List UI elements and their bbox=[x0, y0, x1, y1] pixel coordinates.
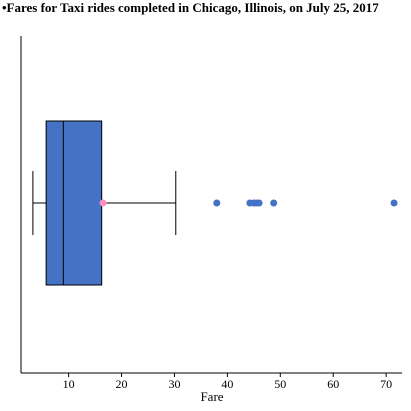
outlier-point bbox=[255, 199, 263, 207]
outlier-point bbox=[270, 199, 278, 207]
chart-title: •Fares for Taxi rides completed in Chica… bbox=[2, 0, 379, 15]
mean-marker bbox=[99, 199, 107, 207]
outlier-point bbox=[390, 199, 398, 207]
x-axis-title: Fare bbox=[200, 389, 223, 404]
x-tick-label: 10 bbox=[63, 377, 75, 391]
iqr-box bbox=[45, 120, 103, 286]
x-tick-label: 20 bbox=[116, 377, 128, 391]
outlier-point bbox=[213, 199, 221, 207]
x-tick-label: 60 bbox=[327, 377, 339, 391]
x-tick-label: 50 bbox=[274, 377, 286, 391]
x-tick-label: 40 bbox=[221, 377, 233, 391]
plot-area: 10 20 30 40 50 60 70 bbox=[20, 36, 402, 391]
x-tick-label: 30 bbox=[168, 377, 180, 391]
x-tick-label: 70 bbox=[380, 377, 392, 391]
